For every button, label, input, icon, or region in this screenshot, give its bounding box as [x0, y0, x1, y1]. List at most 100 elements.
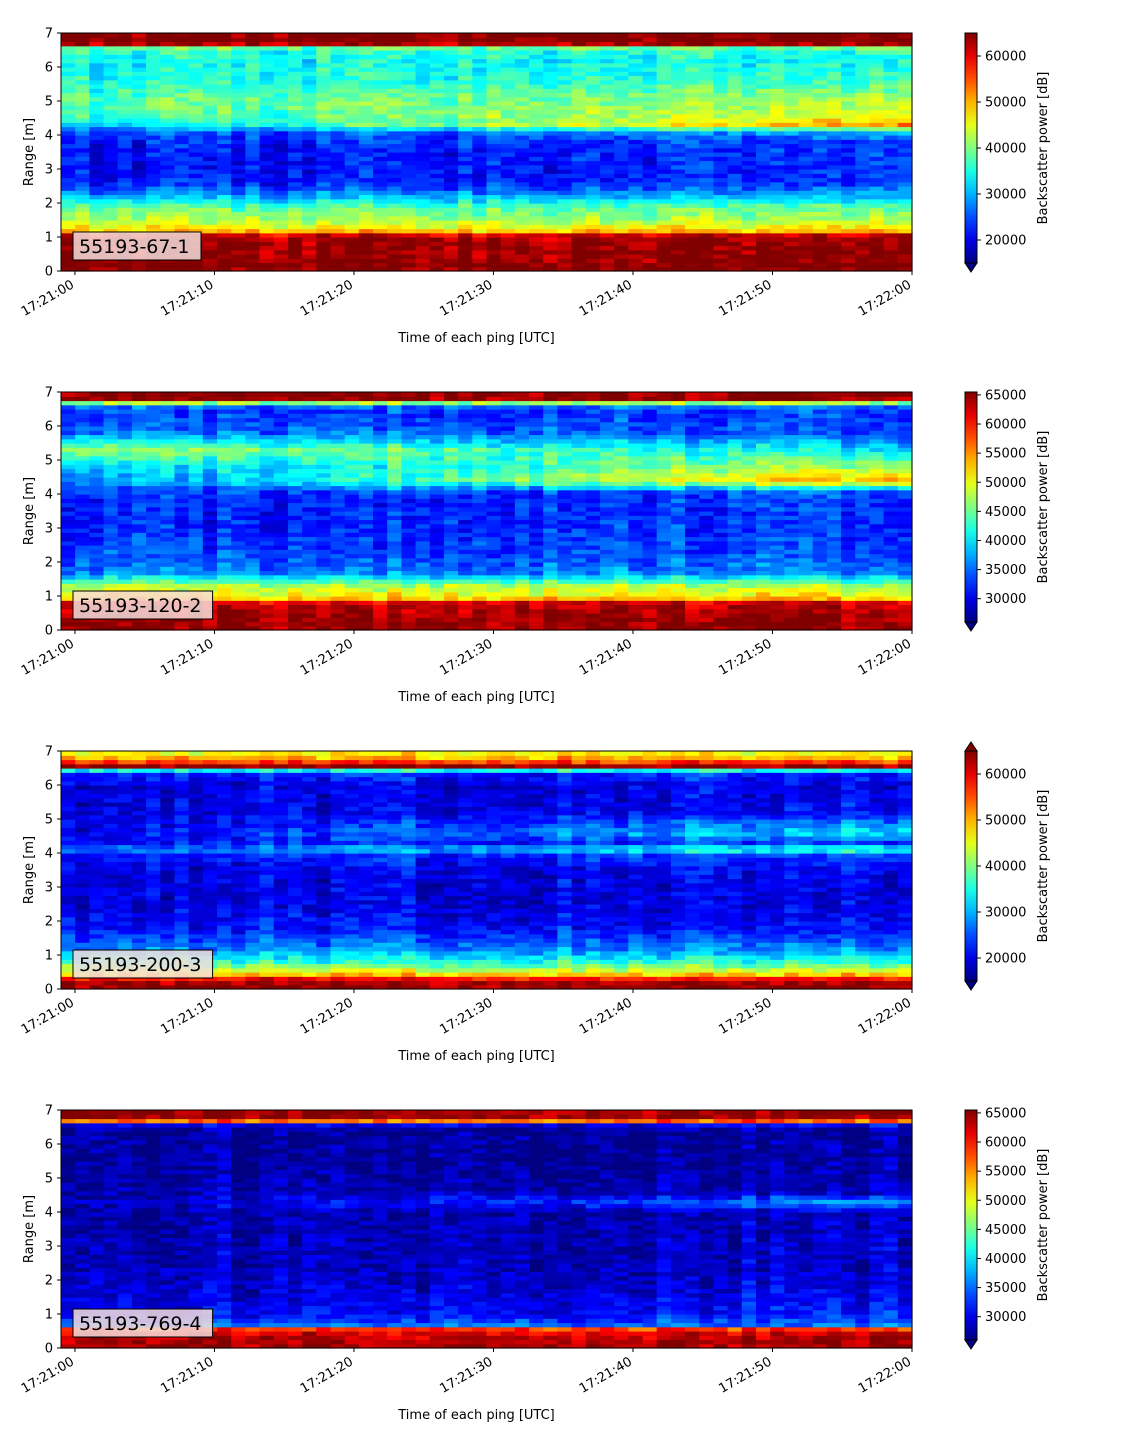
heatmap-cell — [599, 37, 615, 43]
heatmap-cell — [500, 181, 516, 187]
heatmap-cell — [89, 143, 105, 149]
heatmap-cell — [897, 245, 913, 251]
heatmap-cell — [599, 207, 615, 213]
heatmap-cell — [373, 160, 388, 166]
heatmap-cell — [117, 126, 133, 132]
heatmap-cell — [245, 545, 261, 550]
heatmap-cell — [217, 489, 232, 495]
heatmap-cell — [458, 173, 473, 179]
heatmap-cell — [231, 245, 246, 251]
heatmap-cell — [713, 224, 729, 230]
heatmap-cell — [330, 540, 346, 546]
heatmap-cell — [826, 37, 842, 43]
heatmap-cell — [245, 511, 261, 516]
heatmap-cell — [387, 625, 402, 631]
heatmap-cell — [387, 498, 402, 504]
heatmap-cell — [316, 160, 332, 166]
heatmap-cell — [415, 71, 431, 77]
heatmap-cell — [869, 249, 885, 255]
heatmap-cell — [217, 591, 232, 597]
heatmap-cell — [529, 62, 544, 68]
heatmap-cell — [897, 54, 913, 60]
heatmap-cell — [358, 392, 374, 397]
heatmap-cell — [812, 58, 828, 64]
heatmap-cell — [61, 101, 76, 106]
heatmap-cell — [273, 62, 289, 68]
heatmap-cell — [443, 130, 459, 136]
heatmap-cell — [231, 485, 246, 491]
heatmap-cell — [330, 506, 346, 512]
heatmap-cell — [826, 139, 842, 145]
heatmap-cell — [174, 549, 190, 555]
heatmap-cell — [273, 519, 289, 525]
heatmap-cell — [897, 198, 913, 204]
heatmap-cell — [330, 207, 346, 213]
heatmap-cell — [557, 181, 573, 187]
heatmap-cell — [358, 455, 374, 461]
heatmap-cell — [273, 249, 289, 255]
heatmap-cell — [727, 147, 743, 153]
heatmap-cell — [841, 126, 856, 132]
heatmap-cell — [302, 625, 317, 631]
heatmap-cell — [699, 62, 715, 68]
heatmap-cell — [841, 71, 856, 77]
heatmap-cell — [245, 468, 261, 474]
heatmap-cell — [755, 160, 771, 166]
heatmap-cell — [373, 621, 388, 627]
heatmap-cell — [344, 173, 360, 179]
heatmap-cell — [61, 122, 76, 128]
heatmap-cell — [245, 485, 261, 491]
heatmap-cell — [373, 220, 388, 225]
heatmap-cell — [344, 207, 360, 213]
heatmap-cell — [443, 33, 459, 38]
heatmap-cell — [585, 173, 601, 179]
heatmap-cell — [316, 190, 332, 196]
heatmap-cell — [344, 404, 360, 410]
heatmap-cell — [727, 258, 743, 264]
heatmap-cell — [188, 58, 204, 64]
heatmap-cell — [770, 147, 785, 153]
heatmap-cell — [443, 604, 459, 610]
heatmap-cell — [614, 41, 629, 47]
heatmap-cell — [500, 152, 516, 157]
heatmap-cell — [259, 528, 275, 533]
heatmap-cell — [826, 169, 842, 174]
heatmap-cell — [89, 169, 105, 174]
heatmap-cell — [770, 152, 785, 157]
heatmap-cell — [415, 266, 431, 272]
heatmap-cell — [259, 109, 275, 115]
heatmap-cell — [514, 224, 530, 230]
heatmap-cell — [358, 147, 374, 153]
heatmap-cell — [642, 266, 658, 272]
heatmap-cell — [61, 443, 76, 448]
heatmap-cell — [713, 266, 729, 272]
heatmap-cell — [160, 37, 176, 43]
heatmap-cell — [273, 266, 289, 272]
heatmap-cell — [727, 160, 743, 166]
heatmap-cell — [259, 506, 275, 512]
heatmap-cell — [429, 139, 445, 145]
heatmap-cell — [373, 591, 388, 597]
heatmap-cell — [770, 101, 785, 106]
heatmap-cell — [841, 266, 856, 272]
heatmap-cell — [401, 75, 417, 81]
heatmap-cell — [855, 135, 871, 140]
heatmap-cell — [316, 147, 332, 153]
heatmap-cell — [571, 67, 587, 72]
heatmap-cell — [770, 156, 785, 162]
heatmap-cell — [61, 96, 76, 102]
heatmap-cell — [897, 203, 913, 208]
heatmap-cell — [855, 122, 871, 128]
heatmap-cell — [670, 50, 686, 55]
heatmap-cell — [514, 147, 530, 153]
heatmap-cell — [656, 75, 672, 81]
heatmap-cell — [472, 190, 488, 196]
heatmap-cell — [571, 198, 587, 204]
heatmap-cell — [401, 464, 417, 470]
heatmap-cell — [231, 143, 246, 149]
heatmap-cell — [656, 152, 672, 157]
heatmap-cell — [259, 604, 275, 610]
heatmap-cell — [443, 460, 459, 465]
heatmap-cell — [217, 164, 232, 170]
heatmap-cell — [103, 413, 119, 419]
